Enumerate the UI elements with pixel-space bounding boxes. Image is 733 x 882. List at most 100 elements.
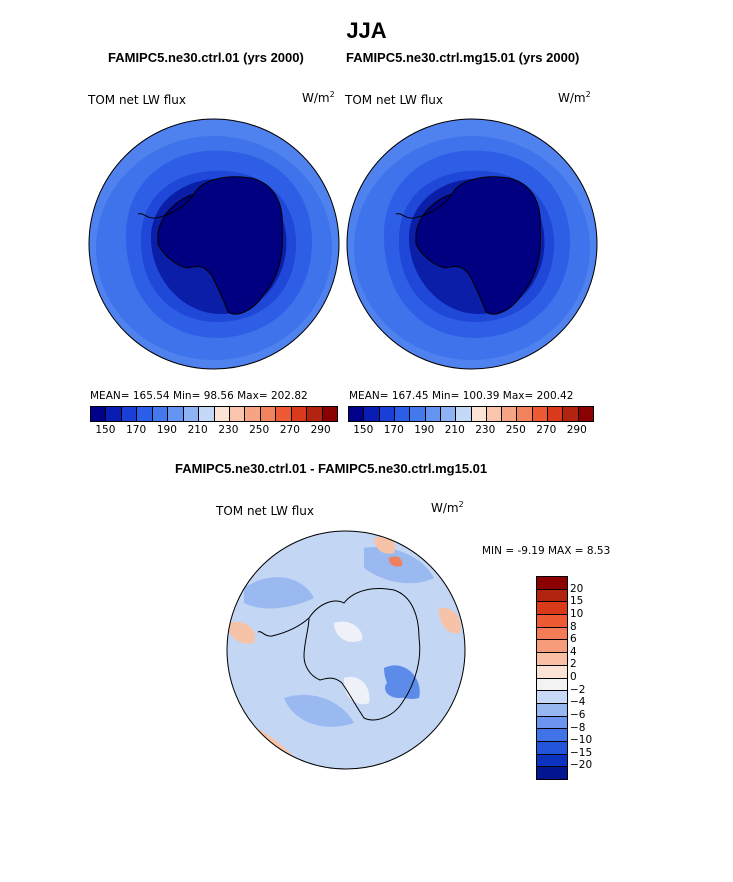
colorbar-tick-label: 8 <box>570 620 577 633</box>
diff-patch <box>388 556 403 567</box>
colorbar-tick-label: 6 <box>570 633 577 646</box>
right-units-label: W/m2 <box>558 90 591 105</box>
diff-patch <box>227 621 255 644</box>
map-border <box>88 118 340 370</box>
left-polar-map <box>88 118 340 370</box>
diff-patch <box>385 678 413 698</box>
diff-patch <box>244 577 314 609</box>
colorbar-swatch <box>537 741 567 755</box>
colorbar-tick-label: 230 <box>475 424 496 436</box>
diff-colorbar-ticks: 20 15 10 8 6 4 2 0 −2 −4 −6 −8 −10 −15 −20 <box>570 576 620 778</box>
diff-patch <box>438 607 461 634</box>
colorbar-swatch <box>137 407 153 421</box>
colorbar-swatch <box>199 407 215 421</box>
colorbar-tick-label: 20 <box>570 582 584 595</box>
colorbar-swatch <box>440 407 457 421</box>
colorbar-swatch <box>364 407 380 421</box>
colorbar-swatch <box>537 615 567 628</box>
colorbar-swatch <box>91 407 107 421</box>
colorbar-tick-label: 230 <box>218 424 239 436</box>
peninsula-outline <box>257 617 310 637</box>
colorbar-swatch <box>349 407 365 421</box>
left-stats: MEAN= 165.54 Min= 98.56 Max= 202.82 <box>90 390 308 402</box>
colorbar-swatch <box>537 640 567 654</box>
colorbar-swatch <box>307 407 323 421</box>
diff-minmax: MIN = -9.19 MAX = 8.53 <box>482 545 611 557</box>
left-units-label: W/m2 <box>302 90 335 105</box>
colorbar-swatch <box>152 407 169 421</box>
right-panel-title: FAMIPC5.ne30.ctrl.mg15.01 (yrs 2000) <box>346 50 580 65</box>
colorbar-swatch <box>410 407 426 421</box>
colorbar-swatch <box>537 691 567 704</box>
colorbar-swatch <box>322 407 337 421</box>
colorbar-swatch <box>548 407 564 421</box>
map-border <box>226 530 466 770</box>
diff-patch <box>343 676 370 705</box>
colorbar-swatch <box>578 407 593 421</box>
diff-variable-label: TOM net LW flux <box>216 504 314 518</box>
diff-units-label: W/m2 <box>431 500 464 515</box>
colorbar-swatch <box>168 407 184 421</box>
colorbar-tick-label: 15 <box>570 595 584 608</box>
colorbar-tick-label: 190 <box>414 424 435 436</box>
antarctica-outline <box>415 176 541 315</box>
colorbar-swatch <box>214 407 230 421</box>
diff-patch <box>334 621 363 643</box>
diff-background <box>227 531 465 769</box>
peninsula-outline <box>137 193 195 219</box>
left-panel-title: FAMIPC5.ne30.ctrl.01 (yrs 2000) <box>108 50 304 65</box>
colorbar-swatch <box>276 407 292 421</box>
colorbar-tick-label: 170 <box>383 424 404 436</box>
peninsula-outline <box>395 193 453 219</box>
colorbar-swatch <box>563 407 579 421</box>
figure-title: JJA <box>346 18 387 43</box>
antarctica-outline <box>303 588 421 721</box>
colorbar-tick-label: −15 <box>570 746 593 759</box>
colorbar-swatch <box>245 407 261 421</box>
colorbar-swatch <box>537 665 567 679</box>
colorbar-swatch <box>425 407 441 421</box>
colorbar-tick-label: 10 <box>570 607 584 620</box>
difference-title: FAMIPC5.ne30.ctrl.01 - FAMIPC5.ne30.ctrl… <box>175 461 488 476</box>
colorbar-swatch <box>537 602 567 616</box>
colorbar-swatch <box>291 407 308 421</box>
colorbar-swatch <box>537 653 567 666</box>
right-variable-label: TOM net LW flux <box>345 93 443 107</box>
colorbar-tick-label: −4 <box>570 696 586 709</box>
colorbar-tick-label: −20 <box>570 759 593 772</box>
colorbar-tick-label: 270 <box>279 424 300 436</box>
colorbar-tick-label: 170 <box>126 424 147 436</box>
colorbar-swatch <box>106 407 122 421</box>
colorbar-swatch <box>229 407 246 421</box>
colorbar-swatch <box>183 407 200 421</box>
colorbar-swatch <box>471 407 487 421</box>
colorbar-swatch <box>486 407 503 421</box>
colorbar-swatch <box>121 407 138 421</box>
colorbar-tick-label: −6 <box>570 708 586 721</box>
colorbar-tick-label: 150 <box>353 424 374 436</box>
colorbar-swatch <box>379 407 395 421</box>
right-colorbar <box>348 406 594 422</box>
colorbar-swatch <box>502 407 518 421</box>
right-colorbar-ticks: 150 170 190 210 230 250 270 290 <box>348 424 592 438</box>
right-polar-map <box>346 118 598 370</box>
colorbar-tick-label: 270 <box>536 424 557 436</box>
colorbar-swatch <box>394 407 411 421</box>
colorbar-tick-label: 210 <box>187 424 208 436</box>
colorbar-swatch <box>537 627 567 641</box>
colorbar-swatch <box>537 678 567 692</box>
colorbar-swatch <box>456 407 472 421</box>
colorbar-tick-label: 290 <box>310 424 331 436</box>
colorbar-tick-label: 210 <box>444 424 465 436</box>
right-stats: MEAN= 167.45 Min= 100.39 Max= 200.42 <box>349 390 574 402</box>
colorbar-swatch <box>532 407 549 421</box>
difference-polar-map <box>226 530 466 770</box>
colorbar-swatch <box>537 767 567 779</box>
left-colorbar <box>90 406 338 422</box>
left-colorbar-ticks: 150 170 190 210 230 250 270 290 <box>90 424 336 438</box>
colorbar-tick-label: 2 <box>570 658 577 671</box>
diff-patch <box>374 536 396 554</box>
colorbar-tick-label: 250 <box>505 424 526 436</box>
colorbar-swatch <box>517 407 533 421</box>
colorbar-swatch <box>537 716 567 730</box>
